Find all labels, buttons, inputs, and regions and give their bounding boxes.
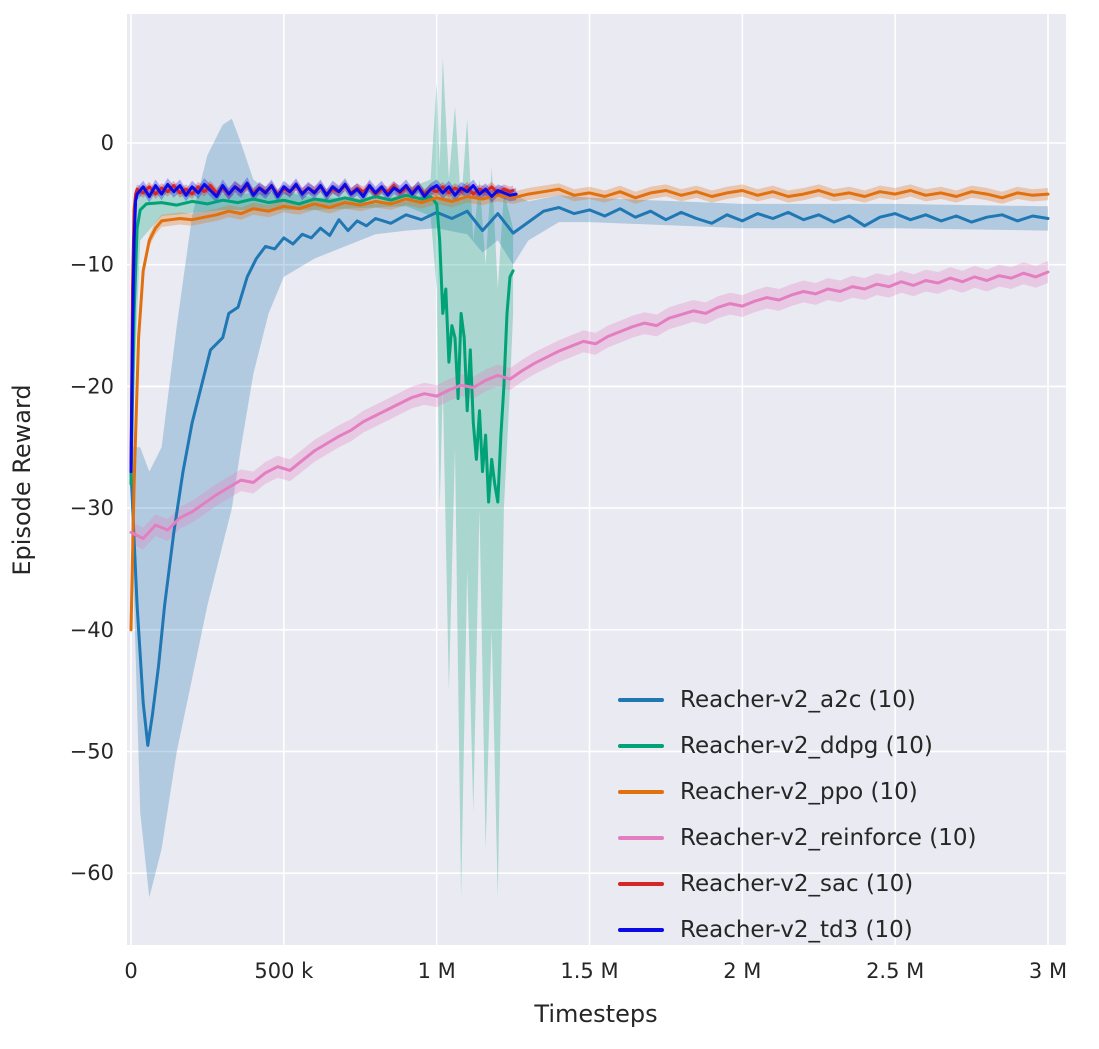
x-tick-label: 2.5 M bbox=[866, 959, 924, 983]
series-line-td3 bbox=[129, 181, 518, 474]
legend-label-td3: Reacher-v2_td3 (10) bbox=[680, 917, 913, 943]
y-tick-label: 0 bbox=[101, 131, 114, 155]
legend-item-a2c: Reacher-v2_a2c (10) bbox=[618, 677, 976, 723]
series-line-reinforce bbox=[129, 270, 1050, 540]
legend-item-ppo: Reacher-v2_ppo (10) bbox=[618, 769, 976, 815]
y-tick-label: −50 bbox=[70, 739, 114, 763]
legend: Reacher-v2_a2c (10) Reacher-v2_ddpg (10) R… bbox=[618, 677, 976, 953]
legend-swatch-ddpg bbox=[618, 744, 664, 748]
y-tick-label: −10 bbox=[70, 253, 114, 277]
series-lines bbox=[129, 181, 1050, 747]
band-reinforce bbox=[131, 261, 1048, 550]
series-line-ddpg bbox=[129, 193, 515, 504]
x-tick-label: 2 M bbox=[723, 959, 761, 983]
x-tick-label: 3 M bbox=[1029, 959, 1067, 983]
legend-swatch-ppo bbox=[618, 790, 664, 794]
x-tick-label: 500 k bbox=[254, 959, 314, 983]
x-axis-label: Timesteps bbox=[533, 1000, 657, 1028]
x-tick-label: 0 bbox=[124, 959, 137, 983]
legend-swatch-a2c bbox=[618, 698, 664, 702]
legend-item-sac: Reacher-v2_sac (10) bbox=[618, 861, 976, 907]
legend-item-ddpg: Reacher-v2_ddpg (10) bbox=[618, 723, 976, 769]
legend-item-reinforce: Reacher-v2_reinforce (10) bbox=[618, 815, 976, 861]
y-tick-label: −40 bbox=[70, 618, 114, 642]
y-tick-label: −30 bbox=[70, 496, 114, 520]
legend-swatch-sac bbox=[618, 882, 664, 886]
tick-labels: 0 500 k 1 M 1.5 M 2 M 2.5 M 3 M 0 −10 −20 −30 −40 −5… bbox=[70, 131, 1067, 983]
series-line-a2c bbox=[129, 206, 1050, 747]
x-tick-label: 1.5 M bbox=[560, 959, 618, 983]
gridlines bbox=[127, 14, 1066, 945]
series-line-ppo bbox=[129, 187, 1050, 632]
legend-swatch-reinforce bbox=[618, 836, 664, 840]
y-tick-label: −20 bbox=[70, 374, 114, 398]
legend-label-reinforce: Reacher-v2_reinforce (10) bbox=[680, 825, 977, 851]
legend-label-ddpg: Reacher-v2_ddpg (10) bbox=[680, 733, 933, 759]
confidence-bands bbox=[131, 57, 1048, 898]
x-tick-label: 1 M bbox=[418, 959, 456, 983]
legend-label-ppo: Reacher-v2_ppo (10) bbox=[680, 779, 918, 805]
y-tick-label: −60 bbox=[70, 861, 114, 885]
legend-label-a2c: Reacher-v2_a2c (10) bbox=[680, 687, 916, 713]
legend-swatch-td3 bbox=[618, 928, 664, 932]
legend-label-sac: Reacher-v2_sac (10) bbox=[680, 871, 914, 897]
legend-item-td3: Reacher-v2_td3 (10) bbox=[618, 907, 976, 953]
y-axis-label: Episode Reward bbox=[8, 384, 36, 575]
band-a2c bbox=[131, 118, 1048, 898]
